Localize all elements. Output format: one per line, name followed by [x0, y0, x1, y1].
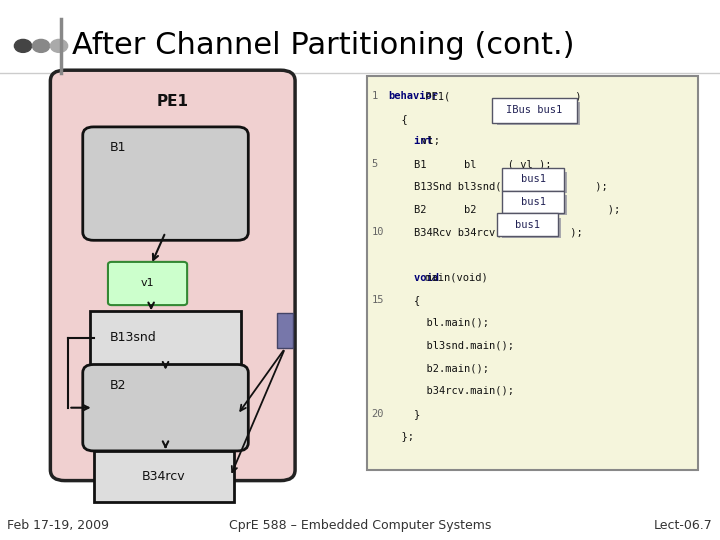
Bar	[498, 102, 580, 125]
Text: B1: B1	[109, 141, 126, 154]
Text: Feb 17-19, 2009: Feb 17-19, 2009	[7, 519, 109, 532]
Text: bus1: bus1	[521, 197, 546, 207]
Text: b34rcv.main();: b34rcv.main();	[389, 386, 513, 396]
Bar	[508, 195, 567, 215]
FancyBboxPatch shape	[94, 451, 234, 502]
Text: b2.main();: b2.main();	[389, 363, 489, 373]
Text: bus1: bus1	[515, 220, 540, 229]
FancyBboxPatch shape	[108, 262, 187, 305]
Text: 1: 1	[372, 91, 377, 101]
Text: PE1: PE1	[157, 94, 189, 110]
Circle shape	[14, 39, 32, 52]
Text: {: {	[389, 114, 408, 124]
Text: B34Rcv b34rcv(           );: B34Rcv b34rcv( );	[389, 227, 582, 237]
FancyBboxPatch shape	[90, 310, 241, 365]
Circle shape	[50, 39, 68, 52]
Text: 15: 15	[372, 295, 384, 305]
FancyBboxPatch shape	[50, 70, 295, 481]
Text: Lect-06.7: Lect-06.7	[654, 519, 713, 532]
Circle shape	[32, 39, 50, 52]
Bar	[367, 76, 698, 470]
Text: B2      b2     ( vl,           );: B2 b2 ( vl, );	[389, 205, 620, 214]
Text: IBus bus1: IBus bus1	[506, 105, 562, 115]
Text: B2: B2	[109, 379, 126, 392]
Bar	[277, 313, 293, 348]
Text: After Channel Partitioning (cont.): After Channel Partitioning (cont.)	[72, 31, 575, 60]
Text: 5: 5	[372, 159, 377, 169]
Bar	[508, 172, 567, 193]
Text: bus1: bus1	[521, 174, 546, 184]
Text: B1      bl     ( vl );: B1 bl ( vl );	[389, 159, 551, 169]
Text: };: };	[389, 431, 413, 441]
FancyBboxPatch shape	[492, 98, 577, 123]
FancyBboxPatch shape	[497, 213, 559, 236]
Text: 20: 20	[372, 409, 384, 419]
Text: B34rcv: B34rcv	[142, 470, 186, 483]
Text: CprE 588 – Embedded Computer Systems: CprE 588 – Embedded Computer Systems	[229, 519, 491, 532]
Text: main(void): main(void)	[418, 273, 487, 282]
Text: v1: v1	[140, 279, 154, 288]
Text: behavior: behavior	[389, 91, 438, 101]
Text: PE1(                    ): PE1( )	[418, 91, 581, 101]
Text: void: void	[389, 273, 438, 282]
Text: 10: 10	[372, 227, 384, 237]
Text: {: {	[389, 295, 420, 305]
Text: B13Snd bl3snd( vl,           );: B13Snd bl3snd( vl, );	[389, 182, 608, 192]
Text: bl3snd.main();: bl3snd.main();	[389, 341, 513, 350]
FancyBboxPatch shape	[503, 191, 564, 213]
Text: B13snd: B13snd	[109, 331, 156, 344]
Text: bl.main();: bl.main();	[389, 318, 489, 328]
Text: }: }	[389, 409, 420, 419]
FancyBboxPatch shape	[503, 168, 564, 191]
Text: vl;: vl;	[415, 137, 440, 146]
FancyBboxPatch shape	[83, 127, 248, 240]
Bar	[503, 218, 562, 238]
FancyBboxPatch shape	[83, 364, 248, 451]
Text: int: int	[389, 137, 433, 146]
